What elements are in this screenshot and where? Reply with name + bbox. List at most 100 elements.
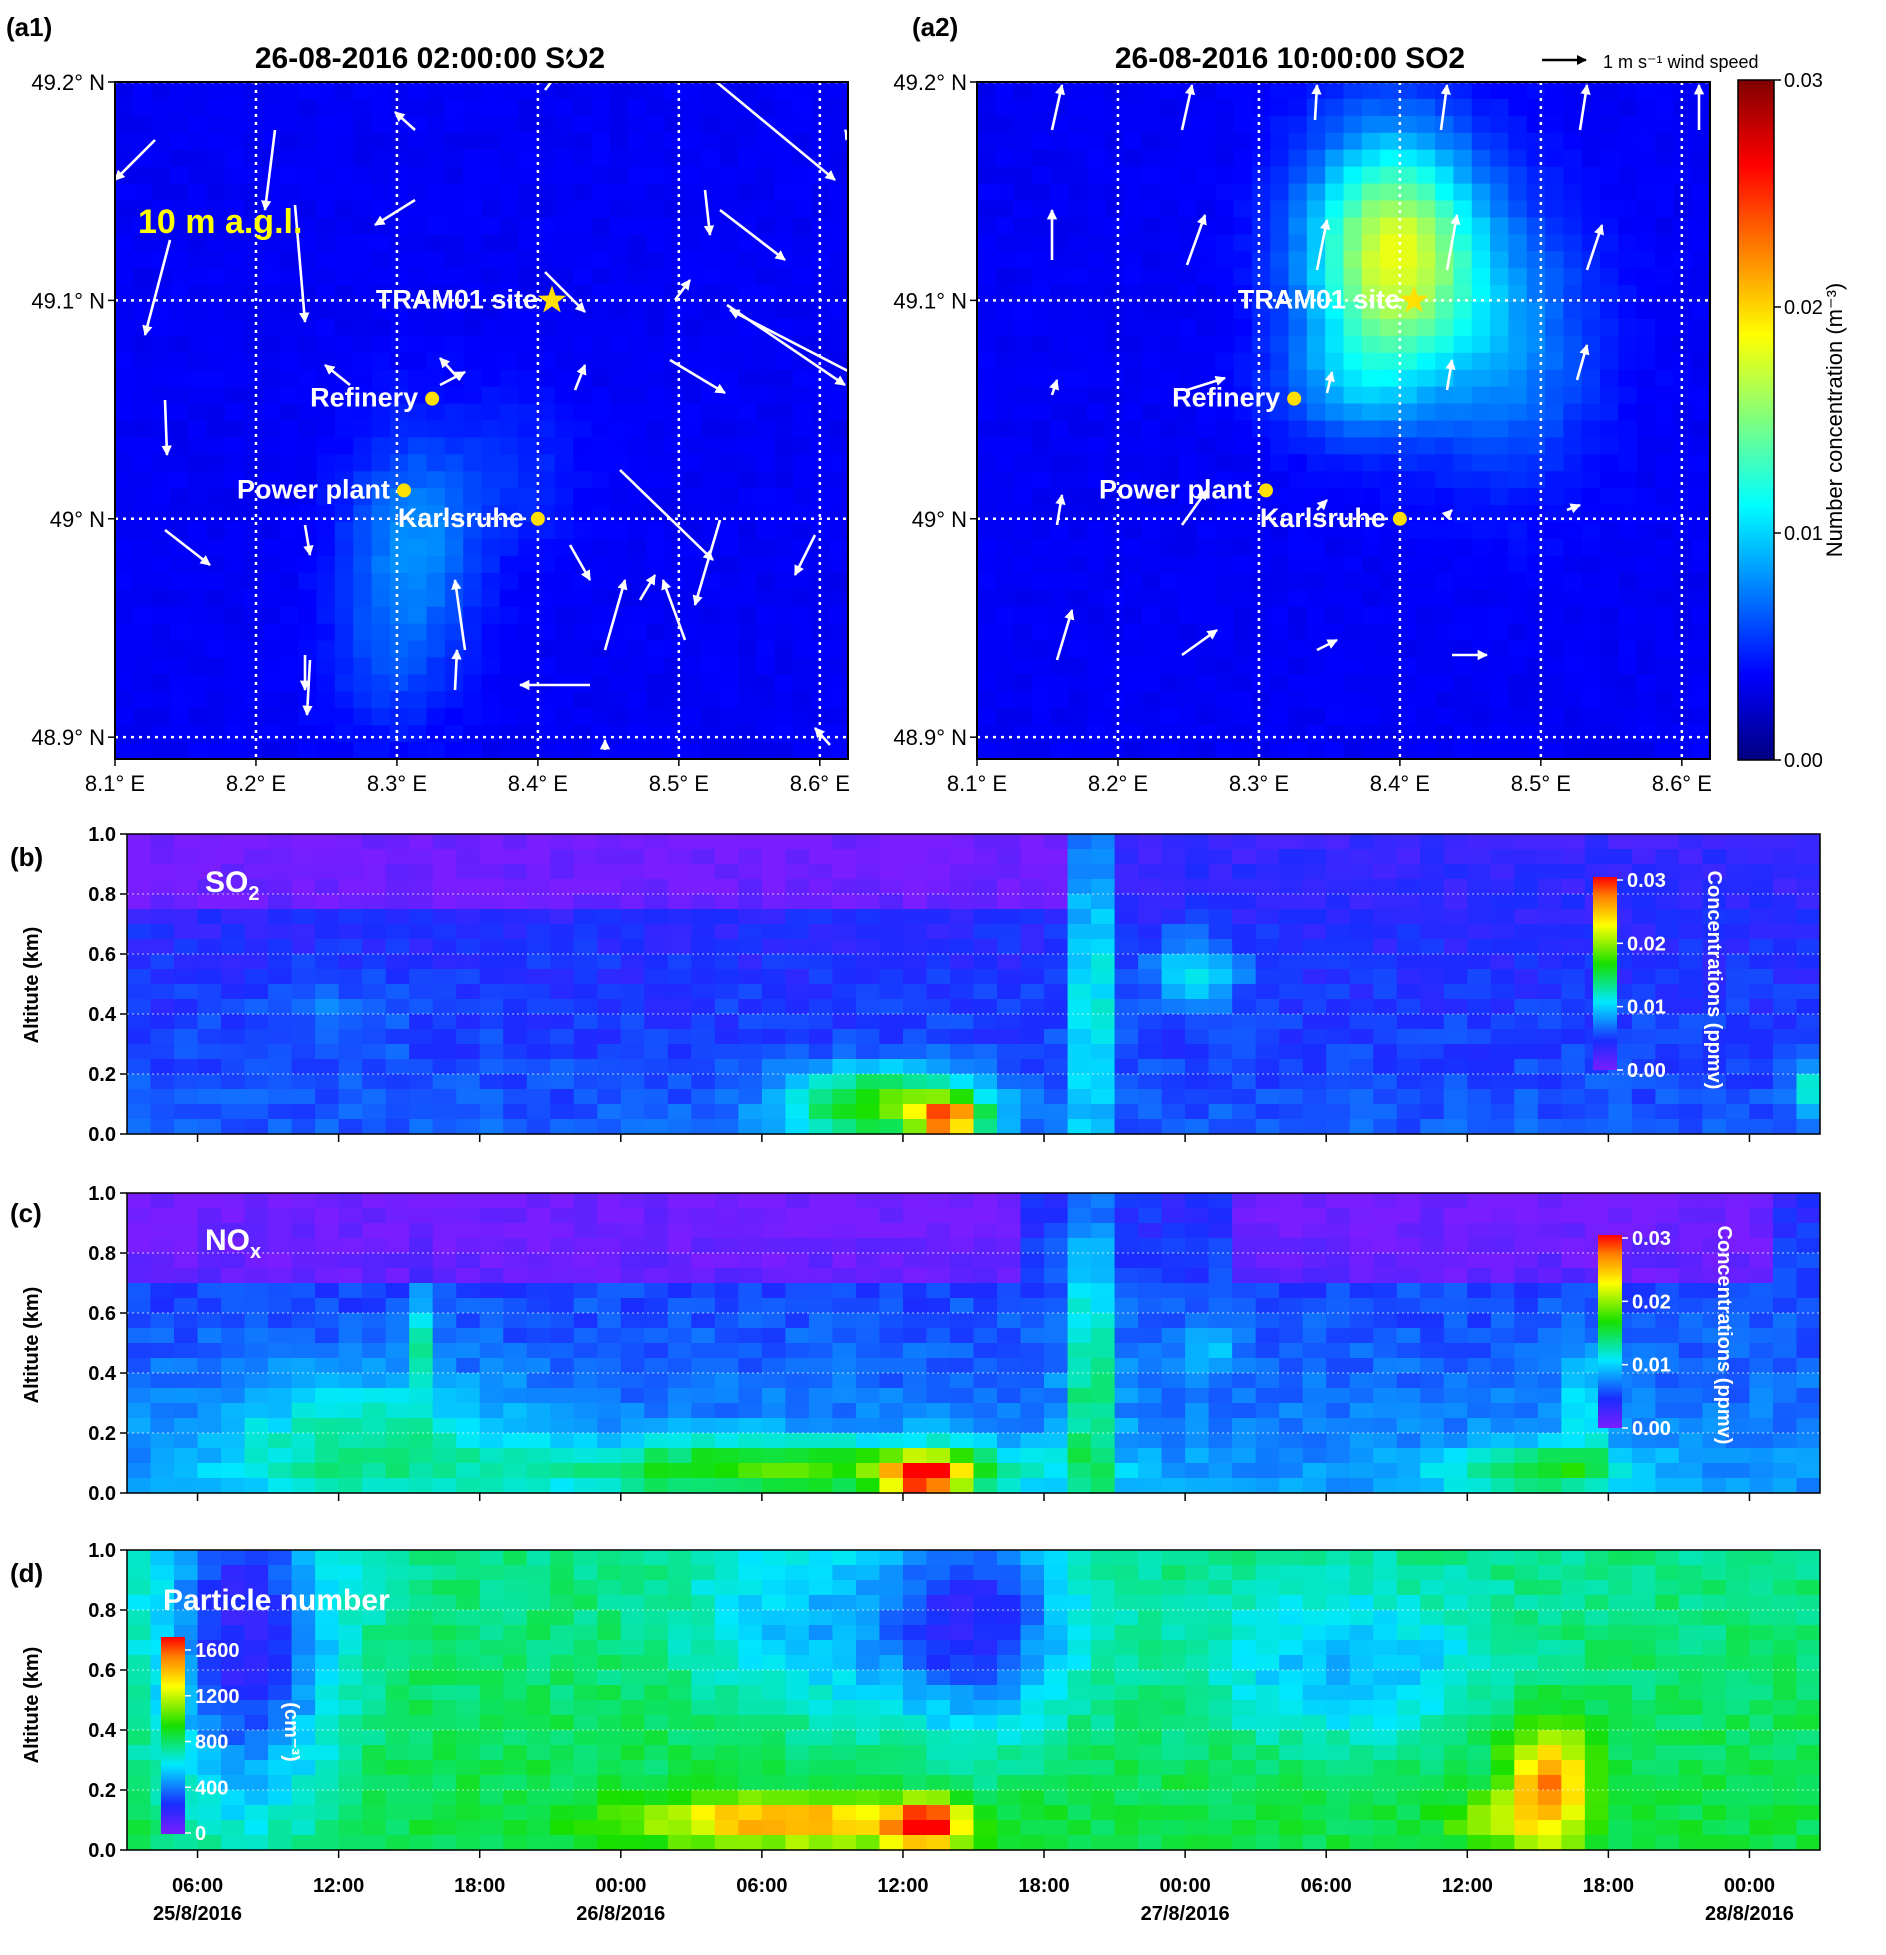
map-cell [1416,674,1436,692]
map-cell [1453,522,1473,540]
heatmap-cell [150,834,175,850]
map-cell [1343,352,1363,371]
map-cell [169,471,189,489]
heatmap-cell [1631,969,1656,985]
map-cell [1123,403,1143,422]
heatmap-cell [1749,1059,1774,1075]
map-cell [1471,403,1491,422]
heatmap-cell [902,879,928,895]
map-cell [444,742,464,760]
heatmap-cell [432,1119,457,1135]
map-cell [151,335,171,354]
map-cell [316,149,336,168]
map-cell [1636,488,1656,506]
map-cell [1471,200,1491,219]
map-cell [793,234,812,252]
map-cell [1288,268,1308,286]
heatmap-cell [1514,1074,1539,1090]
map-cell [1160,691,1180,709]
map-cell [243,352,263,371]
map-cell [1068,318,1088,337]
map-cell [1233,725,1253,743]
map-cell [1618,149,1638,168]
map-cell [1086,471,1106,489]
heatmap-cell [1631,879,1656,895]
map-cell [499,98,519,117]
map-cell [243,572,263,591]
map-cell [1471,657,1491,675]
map-cell [719,132,739,151]
site-dot-marker [1392,511,1407,526]
map-cell [1636,623,1656,642]
heatmap-cell [432,864,457,880]
map-cell [1343,403,1363,422]
heatmap-cell [1537,1014,1562,1030]
map-cell [1490,335,1510,354]
map-cell [1691,234,1711,252]
heatmap-cell [1396,1044,1421,1060]
heatmap-cell [1302,969,1327,985]
heatmap-cell [1655,1029,1680,1045]
map-cell [646,149,666,168]
map-cell [536,657,556,675]
map-cell [279,352,299,371]
map-cell [1600,183,1619,202]
map-cell [151,386,171,405]
map-cell [1270,285,1290,303]
heatmap-cell [456,1044,481,1060]
map-cell [719,589,739,608]
map-cell [591,437,611,455]
map-cell [1691,369,1711,388]
map-cell [554,200,574,219]
heatmap-cell [362,1089,387,1105]
map-cell [774,488,794,506]
map-cell [1361,132,1381,151]
map-cell [1435,725,1455,743]
map-cell [1545,302,1564,320]
map-cell [224,234,244,252]
map-cell [408,437,428,455]
map-cell [738,285,757,303]
map-cell [683,166,702,185]
map-cell [353,437,373,455]
map-cell [499,217,519,235]
map-cell [536,674,556,692]
map-cell [389,606,409,625]
heatmap-cell [620,939,645,955]
map-cell [1068,285,1088,303]
map-cell [793,488,812,506]
heatmap-cell [926,1044,951,1060]
map-cell [151,589,171,608]
heatmap-cell [1067,1044,1092,1060]
map-cell [133,454,153,472]
heatmap-cell [479,999,504,1015]
map-cell [1636,251,1656,269]
map-cell [774,386,794,405]
map-cell [719,98,739,117]
heatmap-cell [432,999,457,1015]
map-cell [995,454,1015,472]
map-cell [646,318,666,337]
map-cell [408,623,428,642]
heatmap-cell [1796,1104,1821,1120]
map-cell [316,640,336,659]
map-cell [224,623,244,642]
map-cell [1545,115,1564,134]
map-cell [1270,132,1290,151]
map-cell [1490,708,1510,726]
map-cell [573,522,593,540]
map-cell [426,200,446,219]
map-cell [664,369,684,388]
heatmap-cell [550,924,575,940]
heatmap-cell [1396,849,1421,865]
map-cell [1581,708,1601,726]
heatmap-cell [150,1193,175,1209]
heatmap-cell [291,864,316,880]
heatmap-cell [1655,879,1680,895]
heatmap-cell [503,849,528,865]
map-cell [518,335,538,354]
map-cell [463,522,483,540]
heatmap-cell [949,984,975,1000]
map-cell [1123,437,1143,455]
map-cell [628,132,648,151]
